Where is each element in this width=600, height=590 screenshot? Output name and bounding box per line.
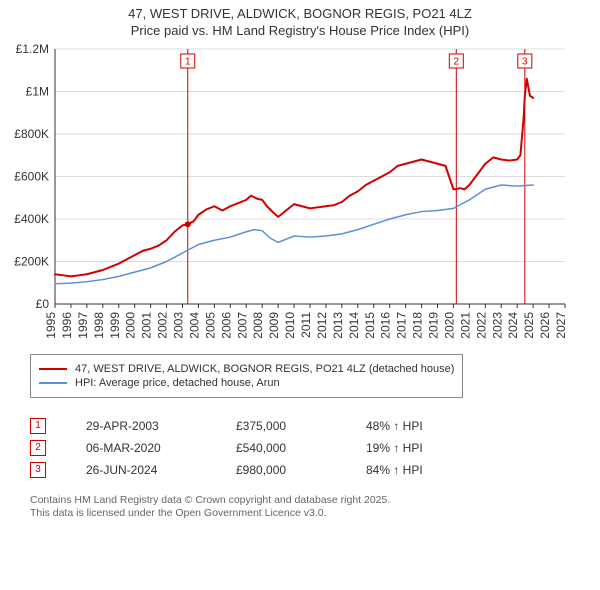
sale-pct: 19% ↑ HPI	[366, 441, 466, 455]
y-tick-label: £1M	[26, 84, 49, 98]
x-tick-label: 1995	[44, 311, 58, 338]
sales-row: 3 26-JUN-2024 £980,000 84% ↑ HPI	[30, 462, 584, 478]
y-tick-label: £400K	[14, 212, 49, 226]
x-tick-label: 2009	[267, 311, 281, 338]
x-tick-label: 2001	[140, 311, 154, 338]
x-tick-label: 2005	[203, 311, 217, 338]
title-line-2: Price paid vs. HM Land Registry's House …	[10, 23, 590, 40]
y-tick-label: £0	[36, 297, 50, 311]
legend-swatch	[39, 382, 67, 384]
legend-label: HPI: Average price, detached house, Arun	[75, 377, 280, 389]
x-tick-label: 2006	[219, 311, 233, 338]
sale-marker-number: 2	[454, 56, 460, 67]
legend-label: 47, WEST DRIVE, ALDWICK, BOGNOR REGIS, P…	[75, 363, 454, 375]
y-tick-label: £600K	[14, 169, 49, 183]
chart-title: 47, WEST DRIVE, ALDWICK, BOGNOR REGIS, P…	[10, 6, 590, 40]
sale-marker-icon: 1	[30, 418, 46, 434]
x-tick-label: 1997	[76, 311, 90, 338]
x-tick-label: 2015	[363, 311, 377, 338]
x-tick-label: 2021	[458, 311, 472, 338]
sale-marker-icon: 2	[30, 440, 46, 456]
sale-price: £980,000	[236, 463, 326, 477]
footnote: Contains HM Land Registry data © Crown c…	[30, 494, 584, 521]
chart-svg: £0£200K£400K£600K£800K£1M£1.2M1995199619…	[10, 44, 570, 344]
x-tick-label: 2002	[156, 311, 170, 338]
footnote-line-2: This data is licensed under the Open Gov…	[30, 507, 584, 521]
sales-row: 1 29-APR-2003 £375,000 48% ↑ HPI	[30, 418, 584, 434]
x-tick-label: 2027	[554, 311, 568, 338]
sale-pct: 84% ↑ HPI	[366, 463, 466, 477]
sale-price: £540,000	[236, 441, 326, 455]
legend-swatch	[39, 368, 67, 370]
x-tick-label: 2026	[538, 311, 552, 338]
x-tick-label: 2019	[427, 311, 441, 338]
sales-row: 2 06-MAR-2020 £540,000 19% ↑ HPI	[30, 440, 584, 456]
sale-marker-number: 3	[522, 56, 528, 67]
legend: 47, WEST DRIVE, ALDWICK, BOGNOR REGIS, P…	[30, 354, 463, 398]
footnote-line-1: Contains HM Land Registry data © Crown c…	[30, 494, 584, 508]
sale-pct: 48% ↑ HPI	[366, 419, 466, 433]
sale-marker-icon: 3	[30, 462, 46, 478]
sale-date: 26-JUN-2024	[86, 463, 196, 477]
x-tick-label: 2003	[172, 311, 186, 338]
sale-date: 06-MAR-2020	[86, 441, 196, 455]
x-tick-label: 1999	[108, 311, 122, 338]
x-tick-label: 2012	[315, 311, 329, 338]
x-tick-label: 2008	[251, 311, 265, 338]
y-tick-label: £800K	[14, 127, 49, 141]
x-tick-label: 2013	[331, 311, 345, 338]
x-tick-label: 2014	[347, 311, 361, 338]
y-tick-label: £200K	[14, 254, 49, 268]
x-tick-label: 2010	[283, 311, 297, 338]
legend-row: 47, WEST DRIVE, ALDWICK, BOGNOR REGIS, P…	[39, 363, 454, 375]
x-tick-label: 2016	[379, 311, 393, 338]
x-tick-label: 2007	[235, 311, 249, 338]
sale-date: 29-APR-2003	[86, 419, 196, 433]
sales-table: 1 29-APR-2003 £375,000 48% ↑ HPI 2 06-MAR-202…	[30, 412, 584, 484]
x-tick-label: 1998	[92, 311, 106, 338]
y-tick-label: £1.2M	[16, 44, 49, 56]
x-tick-label: 2022	[474, 311, 488, 338]
x-tick-label: 2000	[124, 311, 138, 338]
x-tick-label: 2025	[522, 311, 536, 338]
x-tick-label: 2020	[442, 311, 456, 338]
x-tick-label: 1996	[60, 311, 74, 338]
x-tick-label: 2011	[299, 311, 313, 337]
legend-row: HPI: Average price, detached house, Arun	[39, 377, 454, 389]
title-line-1: 47, WEST DRIVE, ALDWICK, BOGNOR REGIS, P…	[10, 6, 590, 23]
sale-dot	[185, 221, 191, 227]
x-tick-label: 2024	[506, 311, 520, 338]
sale-marker-number: 1	[185, 56, 191, 67]
x-tick-label: 2018	[411, 311, 425, 338]
x-tick-label: 2017	[395, 311, 409, 338]
x-tick-label: 2004	[187, 311, 201, 338]
line-chart: £0£200K£400K£600K£800K£1M£1.2M1995199619…	[10, 44, 590, 344]
sale-price: £375,000	[236, 419, 326, 433]
x-tick-label: 2023	[490, 311, 504, 338]
